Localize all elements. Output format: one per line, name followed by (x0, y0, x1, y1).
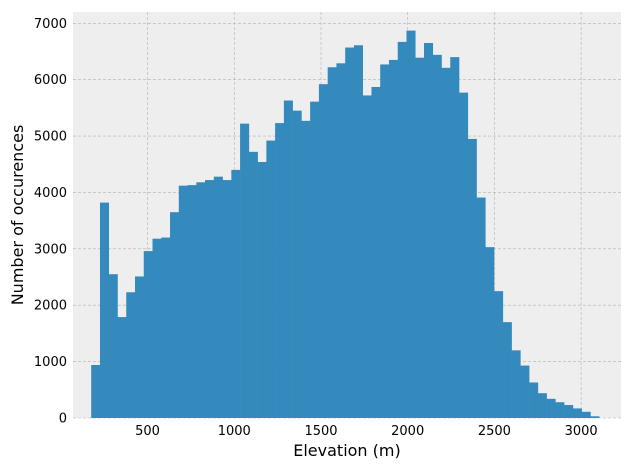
histogram-bar (380, 64, 390, 419)
histogram-bar (187, 185, 197, 418)
x-tick-label: 2000 (391, 424, 424, 439)
histogram-bar (178, 185, 188, 418)
y-axis-label: Number of occurences (8, 125, 27, 306)
histogram-bar (441, 67, 451, 418)
histogram-bar (240, 123, 250, 419)
y-tick-label: 6000 (34, 73, 67, 88)
histogram-bar (108, 274, 118, 418)
histogram-bar (134, 276, 145, 418)
histogram-bar (572, 408, 582, 418)
histogram-bar (415, 57, 425, 419)
y-tick-label: 7000 (34, 17, 67, 32)
histogram-bar (91, 364, 101, 418)
histogram-bar (555, 402, 565, 418)
histogram-bar (196, 182, 206, 418)
histogram-bar (467, 138, 477, 418)
x-tick-label: 1000 (218, 424, 251, 439)
x-tick-label: 1500 (304, 424, 337, 439)
histogram-bar (143, 251, 153, 418)
histogram-bar (257, 161, 267, 418)
histogram-bar (117, 317, 127, 418)
histogram-bar (494, 291, 504, 418)
y-tick-label: 3000 (34, 242, 67, 257)
y-tick-label: 4000 (34, 186, 67, 201)
x-tick-labels: 500 1000 1500 2000 2500 3000 (135, 424, 598, 439)
bars (91, 30, 600, 419)
histogram-bar (362, 95, 372, 418)
histogram-bar (520, 365, 530, 418)
histogram-bar (345, 47, 355, 419)
histogram-bar (388, 59, 399, 419)
histogram-bar (231, 169, 241, 418)
x-tick-label: 500 (135, 424, 160, 439)
histogram-bar (537, 393, 547, 418)
histogram-bar (450, 57, 460, 418)
histogram-bar (126, 292, 136, 418)
histogram-bar (205, 180, 215, 418)
y-tick-label: 5000 (34, 130, 67, 145)
histogram-bar (353, 45, 363, 419)
histogram-bar (581, 411, 591, 418)
histogram-bar (292, 110, 302, 419)
histogram-bar (511, 350, 521, 418)
histogram-bar (406, 30, 416, 418)
histogram-bar (423, 43, 434, 419)
histogram-bar (275, 123, 285, 418)
histogram-bar (213, 176, 223, 418)
histogram-bar (371, 86, 381, 418)
x-axis-label: Elevation (m) (293, 441, 400, 460)
histogram-bar (170, 212, 180, 418)
histogram-bar (476, 197, 486, 418)
x-tick-label: 2500 (478, 424, 511, 439)
histogram-bar (459, 92, 469, 418)
histogram-bar (529, 382, 539, 418)
histogram-bar (152, 238, 162, 418)
histogram-bar (546, 398, 556, 418)
histogram-bar (248, 151, 258, 418)
histogram-bar (590, 416, 600, 418)
y-tick-labels: 0 1000 2000 3000 4000 5000 6000 7000 (34, 17, 67, 427)
x-tick-label: 3000 (565, 424, 598, 439)
histogram-bar (336, 63, 346, 418)
histogram-bar (397, 41, 407, 419)
y-tick-label: 2000 (34, 299, 67, 314)
y-tick-label: 0 (59, 412, 67, 427)
histogram-bar (432, 54, 442, 418)
histogram-bar (99, 202, 110, 418)
histogram-bar (485, 247, 495, 418)
histogram-bar (283, 100, 293, 419)
histogram-bar (222, 180, 232, 418)
histogram-bar (301, 120, 311, 418)
histogram-bar (318, 84, 328, 418)
histogram-bar (564, 405, 574, 418)
histogram-bar (327, 67, 337, 418)
y-tick-label: 1000 (34, 355, 67, 370)
histogram-bar (266, 140, 276, 419)
histogram-bar (310, 101, 320, 419)
histogram-bar (161, 237, 171, 418)
histogram-bar (502, 322, 512, 418)
